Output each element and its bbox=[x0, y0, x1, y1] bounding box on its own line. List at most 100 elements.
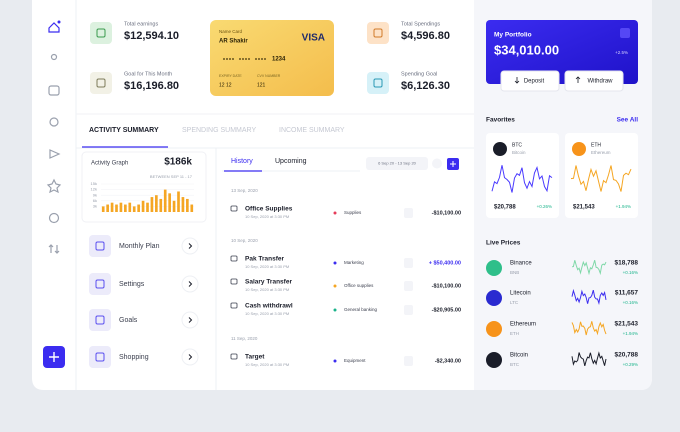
plus-icon bbox=[49, 352, 59, 362]
summary-glyph bbox=[96, 28, 106, 38]
summary-tab[interactable]: ACTIVITY SUMMARY bbox=[89, 127, 159, 134]
bar bbox=[124, 204, 127, 212]
card-expiry: 12 12 bbox=[219, 82, 232, 88]
menu-glyph bbox=[95, 241, 105, 251]
transaction-amount: + $50,400.00 bbox=[429, 260, 461, 266]
summary-tab[interactable]: SPENDING SUMMARY bbox=[182, 127, 256, 134]
summary-icon bbox=[90, 22, 112, 44]
menu-glyph bbox=[95, 315, 105, 325]
bar bbox=[168, 193, 171, 212]
summary-tab[interactable]: INCOME SUMMARY bbox=[279, 127, 345, 134]
coin-name: Ethereum bbox=[510, 322, 536, 328]
transaction-icon bbox=[230, 255, 238, 262]
bar bbox=[119, 202, 123, 212]
date-heading: 11 Sep, 2020 bbox=[231, 336, 258, 341]
deposit-label[interactable]: Deposit bbox=[524, 79, 545, 85]
card-number-dot bbox=[232, 58, 234, 60]
graph-total: $186k bbox=[164, 157, 192, 168]
sparkline bbox=[570, 165, 632, 192]
card-number-dot bbox=[248, 58, 250, 60]
sparkline bbox=[571, 321, 607, 336]
upcoming-tab[interactable]: Upcoming bbox=[275, 158, 307, 165]
card-number-dot bbox=[264, 58, 266, 60]
menu-chevron-bg[interactable] bbox=[181, 311, 199, 329]
sparkline bbox=[571, 260, 607, 276]
chart-icon[interactable] bbox=[620, 28, 630, 38]
deposit-icon bbox=[514, 77, 520, 84]
withdraw-label[interactable]: Withdraw bbox=[587, 79, 613, 85]
y-tick-label: 6k bbox=[93, 198, 97, 203]
home-icon[interactable] bbox=[48, 22, 60, 33]
menu-item[interactable]: Goals bbox=[119, 317, 138, 324]
coin-icon bbox=[486, 290, 502, 306]
summary-value: $4,596.80 bbox=[401, 30, 450, 42]
send-icon[interactable] bbox=[49, 149, 61, 159]
menu-chevron-bg[interactable] bbox=[181, 275, 199, 293]
bar bbox=[177, 191, 180, 212]
y-tick-label: 9k bbox=[93, 192, 97, 197]
bar bbox=[101, 206, 105, 212]
transaction-amount: -$10,100.00 bbox=[432, 210, 461, 216]
sparkline bbox=[491, 165, 553, 193]
transaction-time: 10 Sep, 2020 at 3:30 PM bbox=[245, 311, 289, 316]
sidebar bbox=[46, 20, 62, 254]
coin-icon bbox=[486, 321, 502, 337]
history-tab[interactable]: History bbox=[231, 158, 253, 165]
menu-chevron bbox=[188, 354, 193, 360]
settings-icon[interactable] bbox=[49, 117, 59, 127]
coin-price: $20,788 bbox=[494, 205, 516, 211]
receipt-icon bbox=[404, 281, 413, 291]
history-icon[interactable] bbox=[48, 212, 60, 224]
coin-icon bbox=[486, 352, 502, 368]
coin-code: LTC bbox=[510, 300, 519, 305]
menu-item[interactable]: Monthly Plan bbox=[119, 243, 160, 250]
transaction-icon bbox=[230, 353, 238, 360]
sparkline bbox=[571, 288, 607, 305]
transaction-amount: -$2,340.00 bbox=[435, 358, 461, 364]
menu-icon bbox=[89, 273, 111, 295]
menu-item[interactable]: Settings bbox=[119, 281, 145, 288]
transaction-title: Target bbox=[245, 354, 265, 361]
user-icon[interactable] bbox=[50, 53, 58, 61]
coin-price: $21,543 bbox=[573, 205, 595, 211]
deposit-button[interactable] bbox=[500, 70, 560, 92]
transfer-icon[interactable] bbox=[48, 244, 60, 254]
bar bbox=[150, 197, 154, 212]
sparkline bbox=[571, 351, 607, 367]
bar bbox=[137, 204, 140, 212]
coin-name: Binance bbox=[510, 261, 532, 267]
see-all-link[interactable]: See All bbox=[617, 117, 639, 124]
withdraw-icon bbox=[575, 76, 581, 83]
coin-name: Bitcoin bbox=[512, 150, 526, 155]
withdraw-button[interactable] bbox=[564, 70, 624, 92]
coin-code: ETH bbox=[510, 331, 519, 336]
date-heading: 10 Sep, 2020 bbox=[231, 238, 258, 243]
chat-icon[interactable] bbox=[48, 85, 60, 96]
y-tick-label: 15k bbox=[91, 181, 97, 186]
menu-chevron-bg[interactable] bbox=[181, 237, 199, 255]
transaction-time: 10 Sep, 2020 at 3:30 PM bbox=[245, 264, 289, 269]
coin-name: Ethereum bbox=[591, 150, 611, 155]
star-icon[interactable] bbox=[46, 178, 62, 194]
settings-button[interactable] bbox=[432, 158, 442, 169]
transaction-title: Office Supplies bbox=[245, 206, 293, 213]
date-range-pill[interactable] bbox=[366, 157, 428, 170]
coin-icon bbox=[493, 142, 507, 156]
bar bbox=[115, 204, 118, 212]
transaction-category: Marketing bbox=[344, 260, 364, 265]
receipt-icon bbox=[404, 208, 413, 218]
bar bbox=[186, 198, 189, 212]
notification-dot bbox=[57, 20, 61, 24]
card-number-dot bbox=[239, 58, 241, 60]
transaction-category: Supplies bbox=[344, 210, 362, 215]
graph-title: Activity Graph bbox=[91, 161, 128, 167]
graph-range: BETWEEN SEP 11 - 17 bbox=[150, 174, 193, 179]
coin-change: +1.94% bbox=[616, 204, 631, 209]
menu-chevron-bg[interactable] bbox=[181, 348, 199, 366]
summary-value: $6,126.30 bbox=[401, 80, 450, 92]
bar bbox=[128, 202, 132, 212]
bar bbox=[146, 202, 149, 212]
menu-item[interactable]: Shopping bbox=[119, 354, 149, 361]
visa-card[interactable] bbox=[210, 20, 334, 96]
